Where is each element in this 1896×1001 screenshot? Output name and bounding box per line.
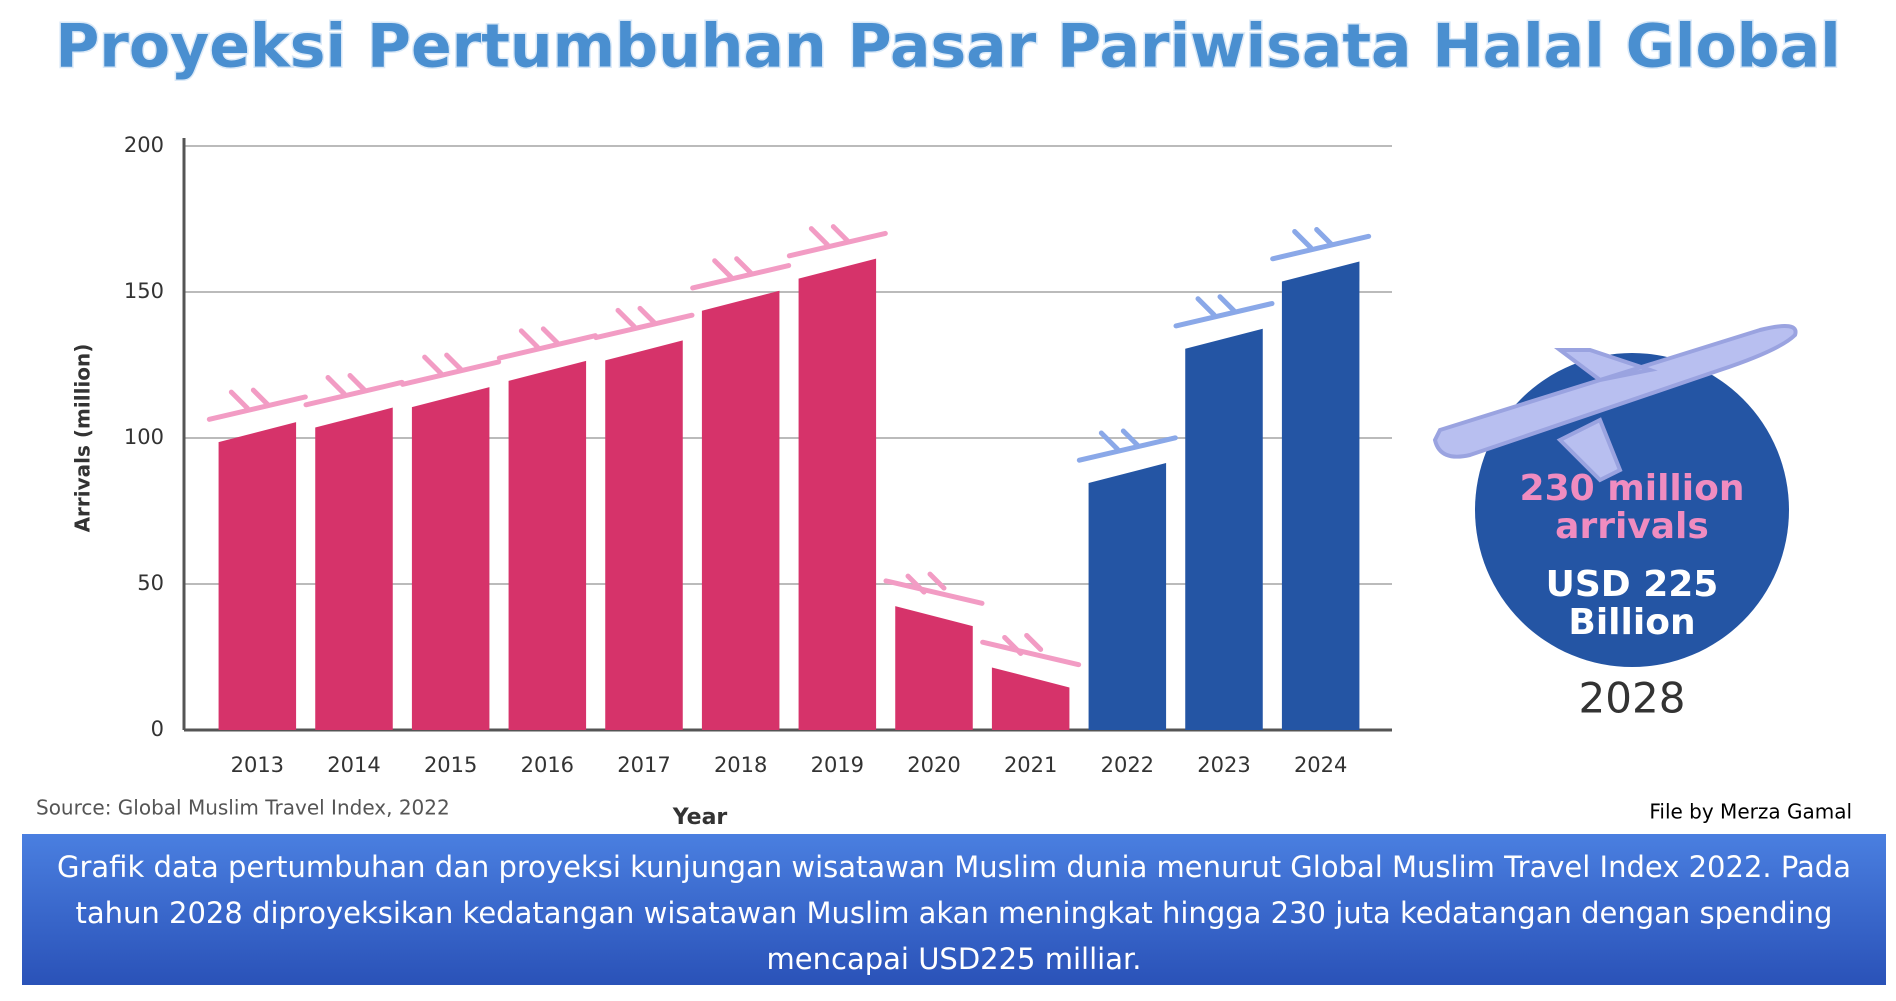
plane-icon xyxy=(883,571,985,606)
caption: Grafik data pertumbuhan dan proyeksi kun… xyxy=(22,834,1886,985)
plane-icon xyxy=(1270,227,1372,262)
plane-icon xyxy=(400,352,502,387)
bar xyxy=(798,258,877,730)
plane-icon xyxy=(690,256,792,291)
x-axis-label: Year xyxy=(672,805,728,830)
bar xyxy=(508,360,587,730)
bar xyxy=(1185,328,1263,730)
x-tick-label: 2022 xyxy=(1101,753,1154,777)
x-tick-label: 2014 xyxy=(327,753,380,777)
bar xyxy=(701,290,780,730)
plane-icon xyxy=(1173,294,1275,329)
bar xyxy=(991,667,1070,730)
plane-icon xyxy=(303,373,405,408)
bar xyxy=(605,340,683,730)
bar xyxy=(411,387,490,730)
plane-icon xyxy=(496,326,598,361)
bar xyxy=(218,422,297,730)
x-tick-label: 2023 xyxy=(1197,753,1250,777)
airplane-icon xyxy=(1432,324,1798,483)
annotation-spending: Billion xyxy=(1568,602,1695,643)
plane-icon xyxy=(980,632,1082,668)
plane-icon xyxy=(1076,428,1178,463)
x-tick-label: 2024 xyxy=(1294,753,1347,777)
y-axis-label: Arrivals (million) xyxy=(71,344,95,533)
x-tick-label: 2016 xyxy=(521,753,574,777)
y-tick-label: 50 xyxy=(137,571,164,595)
annotation-arrivals: 230 million xyxy=(1520,468,1745,509)
x-tick-label: 2017 xyxy=(617,753,670,777)
x-tick-label: 2020 xyxy=(907,753,960,777)
bar xyxy=(315,407,393,730)
bar xyxy=(895,606,973,730)
x-tick-label: 2021 xyxy=(1004,753,1057,777)
y-tick-label: 100 xyxy=(124,425,164,449)
plane-icon xyxy=(593,305,695,341)
annotation-spending: USD 225 xyxy=(1546,564,1719,605)
x-tick-label: 2018 xyxy=(714,753,767,777)
y-tick-label: 200 xyxy=(124,133,164,157)
y-tick-label: 150 xyxy=(124,279,164,303)
chart-title: Proyeksi Pertumbuhan Pasar Pariwisata Ha… xyxy=(55,12,1840,82)
y-tick-label: 0 xyxy=(151,717,164,741)
credit: File by Merza Gamal xyxy=(1649,800,1852,824)
x-tick-label: 2015 xyxy=(424,753,477,777)
plane-icon xyxy=(206,387,308,422)
bar xyxy=(1281,261,1360,730)
x-tick-label: 2019 xyxy=(811,753,864,777)
chart: Proyeksi Pertumbuhan Pasar Pariwisata Ha… xyxy=(36,10,1852,830)
plane-icon xyxy=(786,224,888,259)
source: Source: Global Muslim Travel Index, 2022 xyxy=(36,796,450,820)
x-tick-label: 2013 xyxy=(231,753,284,777)
annotation-arrivals: arrivals xyxy=(1555,506,1709,547)
bar xyxy=(1088,463,1167,730)
annotation-circle xyxy=(1475,353,1789,667)
annotation-year: 2028 xyxy=(1579,674,1686,723)
